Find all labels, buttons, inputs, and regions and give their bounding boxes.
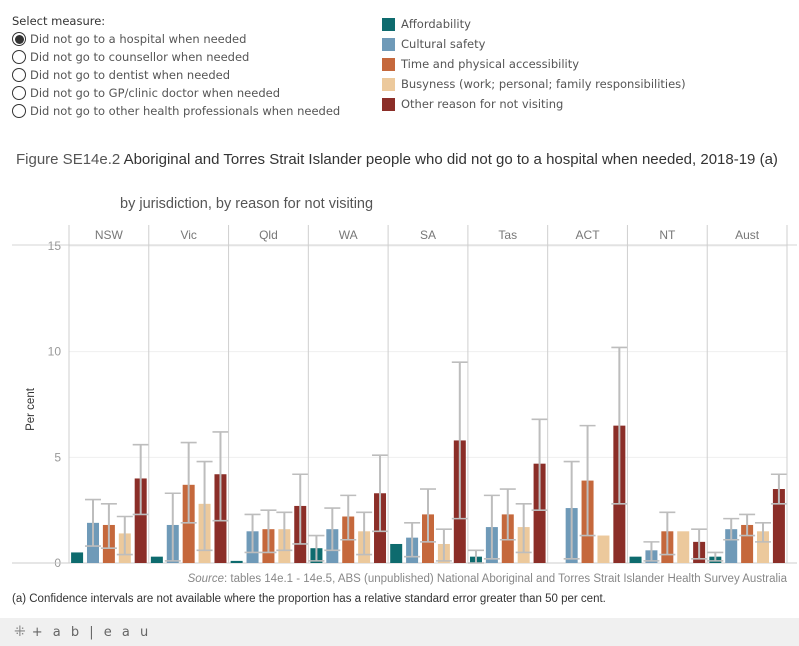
source-text: : tables 14e.1 - 14e.5, ABS (unpublished…	[224, 573, 787, 585]
bar[interactable]	[597, 535, 610, 563]
tableau-footer: ⁜ + a b | e a u	[0, 618, 799, 646]
measure-option[interactable]: Did not go to GP/clinic doctor when need…	[12, 84, 340, 102]
legend: Affordability Cultural safety Time and phy…	[382, 14, 686, 114]
radio-selected-icon[interactable]	[12, 32, 26, 46]
figure-subtitle: by jurisdiction, by reason for not visit…	[120, 196, 374, 212]
tableau-logo[interactable]: ⁜ + a b | e a u	[14, 624, 151, 640]
tableau-logo-icon: ⁜	[14, 624, 26, 640]
legend-label: Busyness (work; personal; family respons…	[401, 77, 686, 91]
bar[interactable]	[134, 478, 147, 563]
bar[interactable]	[629, 556, 642, 563]
bar[interactable]	[741, 524, 754, 563]
measure-option-label: Did not go to a hospital when needed	[30, 32, 247, 46]
bar[interactable]	[677, 531, 690, 563]
legend-swatch	[382, 77, 395, 91]
bar[interactable]	[390, 543, 403, 563]
category-header-nt[interactable]: NT	[659, 228, 676, 242]
source-line: Source: tables 14e.1 - 14e.5, ABS (unpub…	[188, 573, 787, 585]
legend-label: Cultural safety	[401, 37, 486, 51]
bar[interactable]	[182, 484, 195, 563]
legend-item[interactable]: Other reason for not visiting	[382, 94, 686, 114]
measure-option[interactable]: Did not go to a hospital when needed	[12, 30, 340, 48]
measure-option[interactable]: Did not go to other health professionals…	[12, 102, 340, 120]
selector-title: Select measure:	[12, 14, 106, 28]
legend-label: Affordability	[401, 17, 471, 31]
legend-swatch	[382, 97, 395, 111]
source-label: Source	[187, 573, 225, 585]
legend-item[interactable]: Cultural safety	[382, 34, 686, 54]
measure-selector: Select measure: Did not go to a hospital…	[12, 14, 340, 120]
measure-option[interactable]: Did not go to counsellor when needed	[12, 48, 340, 66]
legend-item[interactable]: Affordability	[382, 14, 686, 34]
legend-item[interactable]: Time and physical accessibility	[382, 54, 686, 74]
legend-label: Other reason for not visiting	[401, 97, 564, 111]
category-header-wa[interactable]: WA	[339, 228, 358, 242]
measure-option-label: Did not go to other health professionals…	[30, 104, 341, 118]
category-header-vic[interactable]: Vic	[180, 228, 196, 242]
category-header-nsw[interactable]: NSW	[95, 228, 124, 242]
radio-unselected-icon[interactable]	[12, 50, 26, 64]
measure-option-label: Did not go to counsellor when needed	[30, 50, 250, 64]
bar[interactable]	[757, 531, 770, 563]
measure-option-label: Did not go to dentist when needed	[30, 68, 231, 82]
category-header-act[interactable]: ACT	[576, 228, 601, 242]
y-tick-label: 5	[54, 450, 61, 464]
bar[interactable]	[71, 552, 84, 563]
bar[interactable]	[150, 556, 163, 563]
y-tick-label: 10	[48, 345, 62, 359]
radio-list: Did not go to a hospital when needed Did …	[12, 30, 340, 120]
radio-unselected-icon[interactable]	[12, 104, 26, 118]
legend-swatch	[382, 17, 395, 31]
y-tick-label: 15	[48, 239, 62, 253]
y-axis-label: Per cent	[25, 387, 37, 431]
footnote: (a) Confidence intervals are not availab…	[12, 593, 606, 605]
category-header-tas[interactable]: Tas	[498, 228, 517, 242]
measure-option-label: Did not go to GP/clinic doctor when need…	[30, 86, 280, 100]
legend-swatch	[382, 37, 395, 51]
legend-label: Time and physical accessibility	[401, 57, 580, 71]
figure-title: Figure SE14e.2 Aboriginal and Torres Str…	[16, 148, 796, 171]
figure-title-text: Aboriginal and Torres Strait Islander pe…	[123, 151, 778, 168]
category-header-aust[interactable]: Aust	[735, 228, 760, 242]
bar[interactable]	[230, 560, 243, 563]
radio-unselected-icon[interactable]	[12, 68, 26, 82]
category-header-sa[interactable]: SA	[420, 228, 436, 242]
measure-option[interactable]: Did not go to dentist when needed	[12, 66, 340, 84]
legend-item[interactable]: Busyness (work; personal; family respons…	[382, 74, 686, 94]
bar[interactable]	[772, 489, 785, 563]
legend-swatch	[382, 57, 395, 71]
category-header-qld[interactable]: Qld	[259, 228, 278, 242]
bar[interactable]	[725, 529, 738, 563]
radio-unselected-icon[interactable]	[12, 86, 26, 100]
bar[interactable]	[533, 463, 546, 563]
figure-number: Figure SE14e.2	[16, 151, 124, 168]
tableau-logo-text: + a b | e a u	[31, 624, 152, 640]
